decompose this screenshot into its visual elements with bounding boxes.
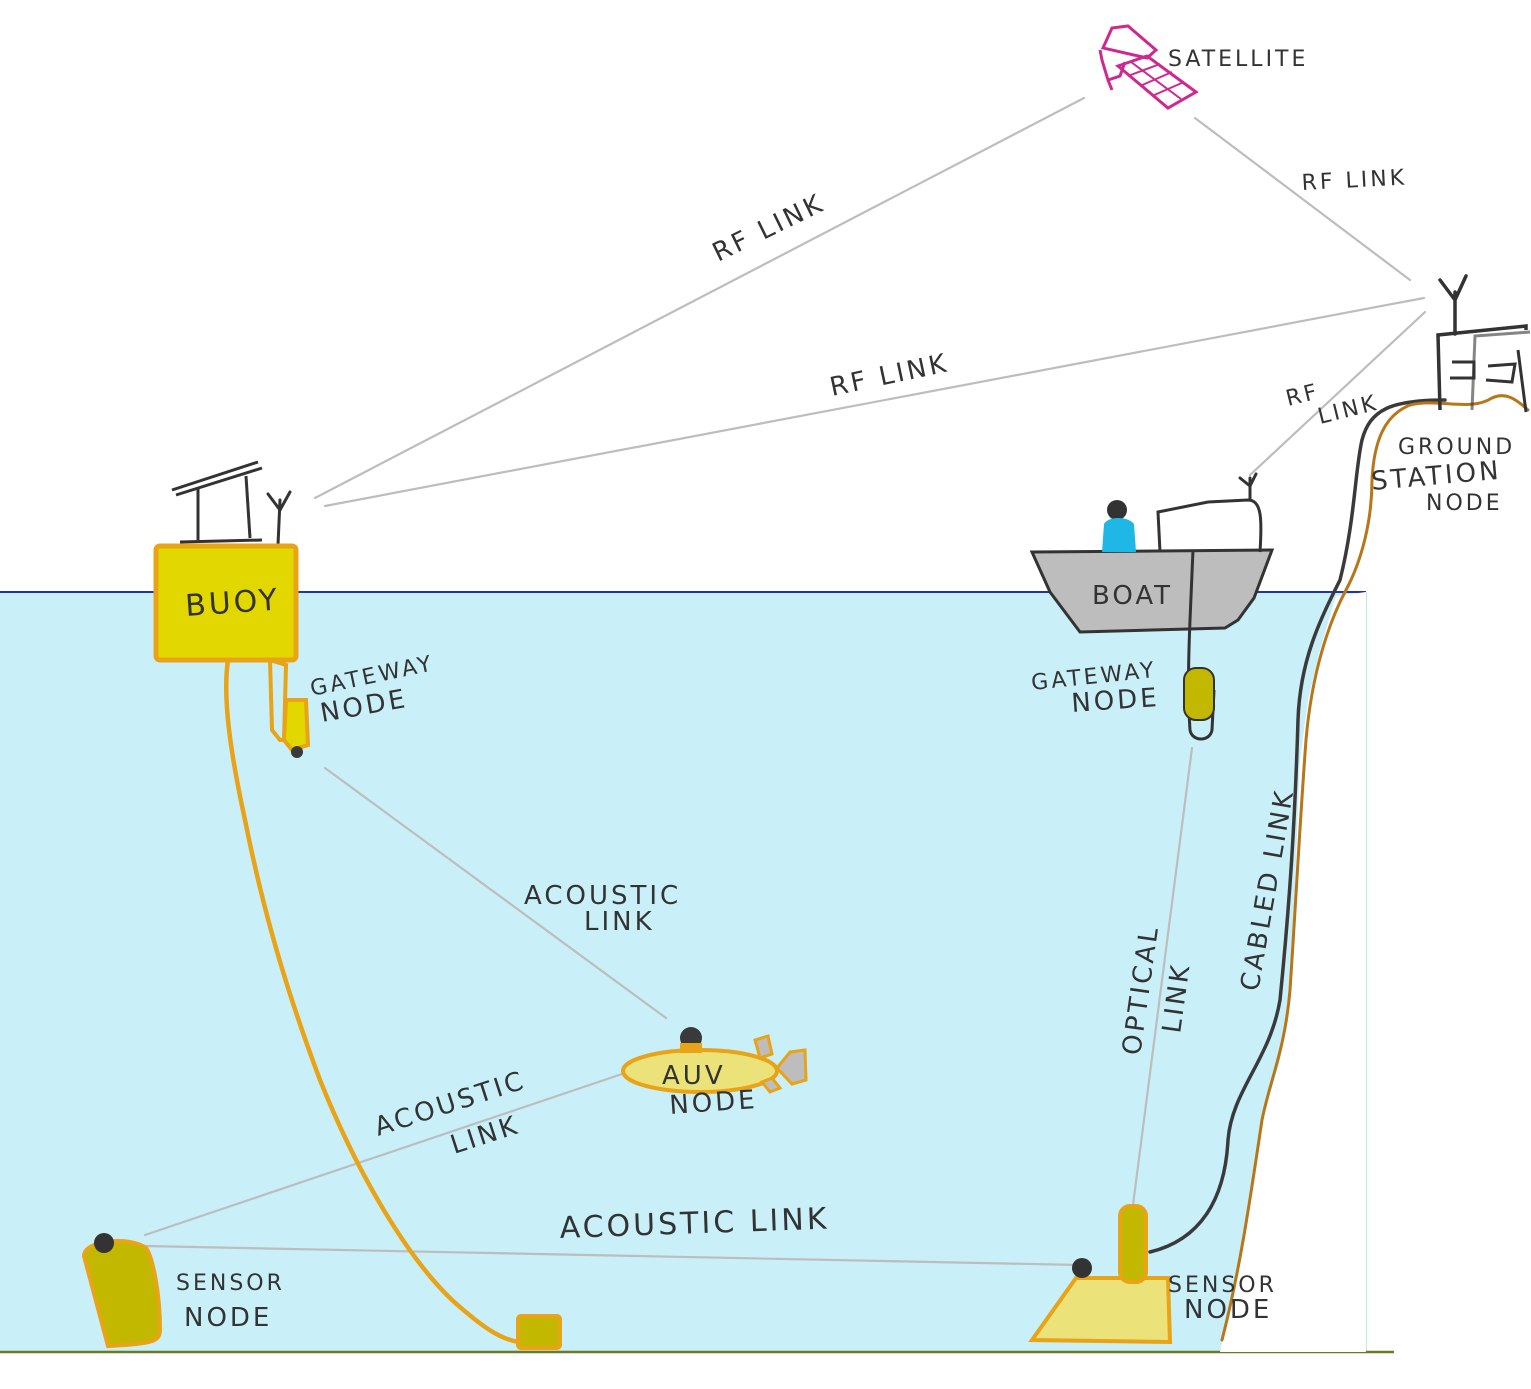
auv-label-2: NODE bbox=[668, 1085, 758, 1121]
auv-icon bbox=[621, 1027, 808, 1094]
buoy-label: BUOY bbox=[184, 582, 281, 624]
sensor-node-right-icon bbox=[1028, 1204, 1173, 1345]
rf-link-boat-ground bbox=[1248, 310, 1427, 477]
ground-station-label-3: NODE bbox=[1426, 491, 1503, 516]
rf-link-buoy-ground bbox=[323, 296, 1426, 508]
rf-link-satellite-buoy bbox=[313, 96, 1086, 500]
acoustic-link-upper-label-1: ACOUSTIC bbox=[524, 881, 681, 911]
rf-link-label-boat-2: LINK bbox=[1315, 391, 1381, 430]
cabled-link-brown bbox=[1220, 394, 1530, 1342]
buoy-mooring-line bbox=[223, 657, 523, 1345]
optical-link bbox=[1131, 746, 1194, 1207]
rf-link-label-sat-ground: RF LINK bbox=[1301, 166, 1408, 196]
acoustic-link-sensor-auv bbox=[143, 1071, 627, 1237]
communication-links bbox=[143, 96, 1427, 1267]
acoustic-link-sensor-sensor bbox=[143, 1244, 1082, 1267]
sensor-right-label-1: SENSOR bbox=[1168, 1273, 1277, 1298]
sensor-left-label-1: SENSOR bbox=[176, 1271, 285, 1296]
satellite-label: SATELLITE bbox=[1168, 47, 1308, 72]
satellite-icon bbox=[1098, 24, 1199, 110]
gateway-right-label-2: NODE bbox=[1070, 683, 1160, 719]
sensor-node-left-icon bbox=[81, 1233, 163, 1349]
boat-label: BOAT bbox=[1092, 581, 1173, 611]
rf-link-label-sat-buoy: RF LINK bbox=[708, 188, 830, 268]
ground-station-label-1: GROUND bbox=[1398, 435, 1515, 460]
gateway-node-right-icon bbox=[1183, 667, 1215, 721]
rf-link-satellite-ground bbox=[1193, 116, 1412, 282]
mooring-anchor bbox=[516, 1314, 562, 1350]
gateway-node-left-icon bbox=[281, 698, 311, 758]
ground-station-icon bbox=[1436, 274, 1531, 413]
acoustic-link-upper-label-2: LINK bbox=[584, 907, 655, 937]
auv-label-1: AUV bbox=[662, 1061, 726, 1091]
sensor-left-label-2: NODE bbox=[184, 1303, 272, 1333]
boat-icon bbox=[1029, 472, 1275, 741]
acoustic-link-gateway-auv bbox=[323, 766, 668, 1020]
cabled-link-dark bbox=[1148, 398, 1447, 1254]
labels: SATELLITE RF LINK RF LINK RF LINK RF LIN… bbox=[176, 47, 1515, 1333]
rf-link-label-buoy-ground: RF LINK bbox=[827, 348, 952, 402]
sensor-right-label-2: NODE bbox=[1184, 1295, 1272, 1325]
person-icon bbox=[1102, 500, 1136, 552]
